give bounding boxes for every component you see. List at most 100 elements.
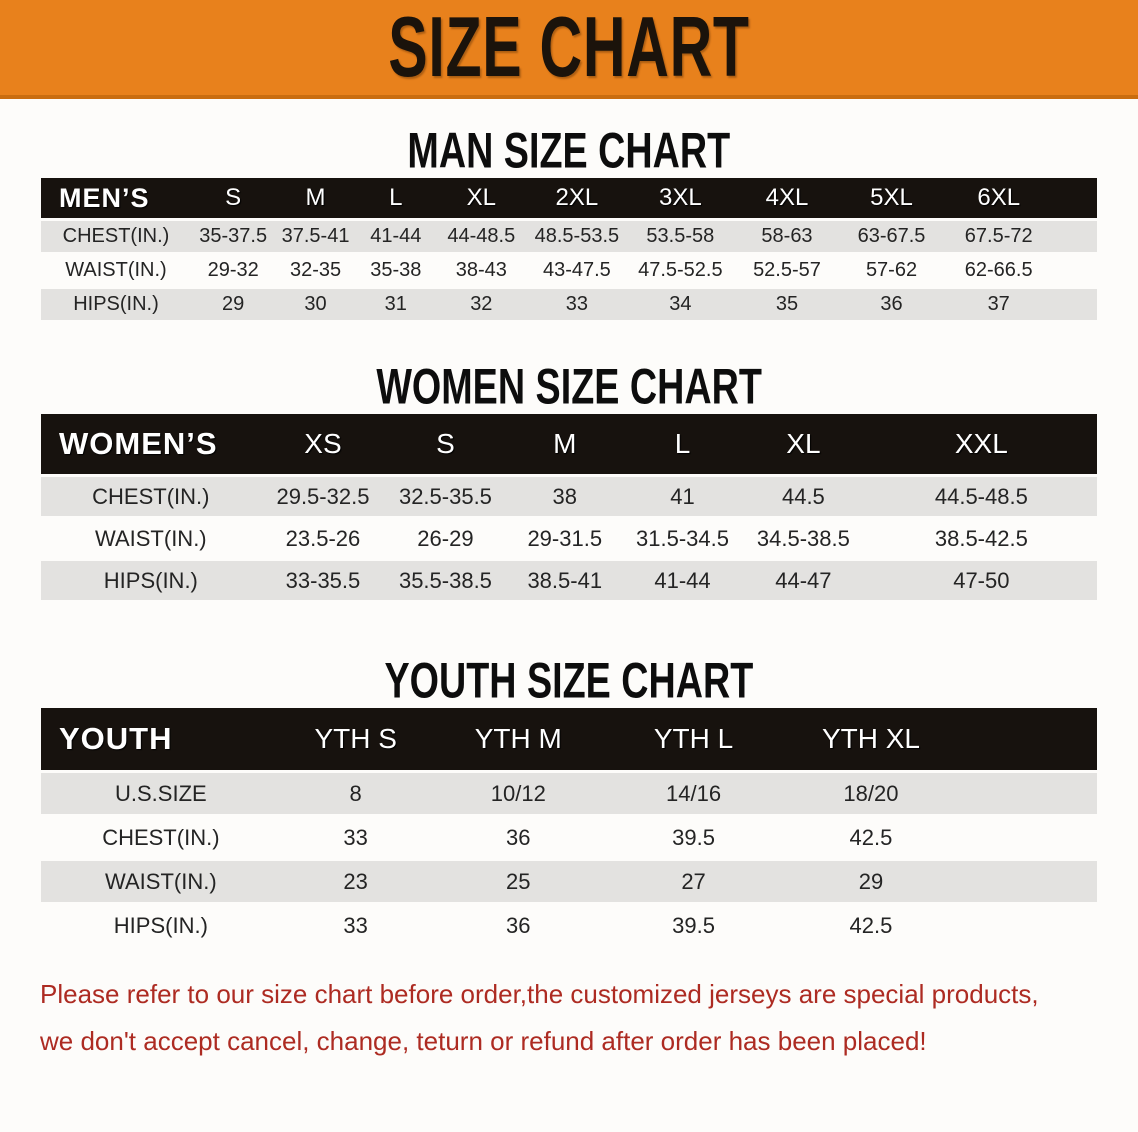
value-cell: 32.5-35.5 — [385, 477, 506, 516]
size-header-cell: 2XL — [526, 178, 628, 218]
value-cell: 26-29 — [417, 525, 474, 551]
row-label-cell: WAIST(IN.) — [95, 525, 207, 551]
row-label-cell: CHEST(IN.) — [41, 221, 191, 252]
men-size-table: MEN’S S M L XL 2XL 3XL 4XL 5XL 6XL CHEST(IN.) 35-3… — [41, 175, 1097, 323]
men-header-row: MEN’S S M L XL 2XL 3XL 4XL 5XL 6XL — [41, 178, 1097, 218]
row-label-cell: HIPS(IN.) — [41, 561, 261, 600]
value-cell: 53.5-58 — [627, 221, 734, 252]
size-header-cell: XS — [260, 414, 386, 474]
value-cell: 32 — [435, 289, 527, 320]
value-cell: 39.5 — [672, 824, 715, 850]
value-cell: 36 — [840, 289, 943, 320]
value-cell: 41-44 — [623, 561, 742, 600]
value-cell: 58-63 — [733, 221, 841, 252]
men-section-heading-text: MAN SIZE CHART — [407, 121, 731, 179]
value-cell: 23.5-26 — [285, 525, 361, 551]
value-cell: 63-67.5 — [840, 221, 943, 252]
value-cell: 34 — [627, 289, 734, 320]
women-size-table: WOMEN’S XS S M L XL XXL CHEST(IN.) 29.5-32.5 32.… — [41, 411, 1097, 603]
value-cell: 42.5 — [849, 912, 893, 938]
men-table-row: HIPS(IN.) 29 30 31 32 33 34 35 36 37 — [41, 289, 1097, 320]
filler-cell — [961, 905, 1097, 946]
men-table-title: MEN’S — [41, 178, 191, 218]
size-header-cell: M — [275, 178, 356, 218]
row-label-cell: U.S.SIZE — [41, 773, 281, 814]
banner-title: SIZE CHART — [388, 0, 750, 95]
value-cell: 39.5 — [672, 912, 715, 938]
youth-section-heading-text: YOUTH SIZE CHART — [384, 651, 754, 709]
value-cell: 35-38 — [370, 259, 422, 281]
value-cell: 33-35.5 — [260, 561, 386, 600]
value-cell: 33 — [343, 824, 368, 850]
value-cell: 18/20 — [781, 773, 961, 814]
youth-section-heading: YOUTH SIZE CHART — [0, 651, 1138, 709]
value-cell: 29 — [781, 861, 961, 902]
value-cell: 8 — [280, 773, 431, 814]
youth-table-row: HIPS(IN.) 33 36 39.5 42.5 — [41, 905, 1097, 946]
size-header-cell: XL — [741, 414, 866, 474]
size-header-cell: 5XL — [840, 178, 943, 218]
size-header-cell: 3XL — [627, 178, 734, 218]
value-cell: 27 — [605, 861, 782, 902]
youth-table-row: WAIST(IN.) 23 25 27 29 — [41, 861, 1097, 902]
youth-table-title: YOUTH — [41, 708, 281, 770]
disclaimer-text: Please refer to our size chart before or… — [40, 971, 1138, 1065]
value-cell: 23 — [280, 861, 431, 902]
value-cell: 44-48.5 — [435, 221, 527, 252]
size-header-cell: S — [190, 178, 276, 218]
value-cell: 42.5 — [849, 824, 893, 850]
value-cell: 38.5-41 — [505, 561, 624, 600]
value-cell: 44.5 — [741, 477, 866, 516]
women-table-row: WAIST(IN.) 23.5-26 26-29 29-31.5 31.5-34.5 34… — [41, 519, 1097, 558]
value-cell: 29 — [190, 289, 276, 320]
value-cell: 47.5-52.5 — [638, 259, 723, 281]
women-section-heading-text: WOMEN SIZE CHART — [376, 357, 762, 415]
value-cell: 38-43 — [455, 259, 507, 281]
value-cell: 29-31.5 — [527, 525, 603, 551]
size-header-cell: L — [623, 414, 742, 474]
size-header-cell: M — [505, 414, 624, 474]
filler-cell — [1054, 221, 1097, 252]
value-cell: 57-62 — [865, 259, 918, 281]
value-cell: 48.5-53.5 — [526, 221, 628, 252]
filler-cell — [960, 861, 1097, 902]
women-table-row: CHEST(IN.) 29.5-32.5 32.5-35.5 38 41 44.5 44.5… — [41, 477, 1097, 516]
men-table-row: WAIST(IN.) 29-32 32-35 35-38 38-43 43-47.5 47.… — [41, 255, 1097, 286]
youth-table-row: U.S.SIZE 8 10/12 14/16 18/20 — [41, 773, 1097, 814]
women-table-title: WOMEN’S — [41, 414, 261, 474]
value-cell: 36 — [506, 824, 531, 850]
filler-cell — [960, 773, 1097, 814]
size-header-cell: 4XL — [733, 178, 841, 218]
value-cell: 38 — [505, 477, 624, 516]
women-header-row: WOMEN’S XS S M L XL XXL — [41, 414, 1097, 474]
size-chart-banner: SIZE CHART — [0, 0, 1138, 99]
value-cell: 29-32 — [207, 259, 259, 281]
youth-size-table: YOUTH YTH S YTH M YTH L YTH XL U.S.SIZE 8 10/1… — [41, 705, 1097, 949]
value-cell: 41 — [623, 477, 742, 516]
size-header-cell: S — [385, 414, 506, 474]
value-cell: 32-35 — [289, 259, 342, 281]
value-cell: 29.5-32.5 — [260, 477, 386, 516]
size-header-cell: 6XL — [942, 178, 1055, 218]
filler-cell — [1055, 255, 1097, 286]
row-label-cell: WAIST(IN.) — [65, 259, 167, 281]
size-header-cell: YTH XL — [781, 708, 961, 770]
value-cell: 31 — [355, 289, 436, 320]
value-cell: 44.5-48.5 — [865, 477, 1097, 516]
disclaimer-line-2: we don't accept cancel, change, teturn o… — [40, 1026, 927, 1056]
filler-header-cell — [960, 708, 1097, 770]
size-header-cell: YTH S — [280, 708, 431, 770]
men-table-row: CHEST(IN.) 35-37.5 37.5-41 41-44 44-48.5 48.5… — [41, 221, 1097, 252]
size-header-cell: XL — [435, 178, 527, 218]
value-cell: 10/12 — [430, 773, 606, 814]
row-label-cell: CHEST(IN.) — [41, 477, 261, 516]
value-cell: 67.5-72 — [942, 221, 1055, 252]
value-cell: 35 — [733, 289, 841, 320]
size-header-cell: YTH M — [430, 708, 606, 770]
size-header-cell: YTH L — [605, 708, 782, 770]
disclaimer-line-1: Please refer to our size chart before or… — [40, 979, 1039, 1009]
value-cell: 37.5-41 — [275, 221, 356, 252]
size-header-cell: XXL — [865, 414, 1097, 474]
value-cell: 43-47.5 — [542, 259, 611, 281]
size-header-cell: L — [355, 178, 436, 218]
